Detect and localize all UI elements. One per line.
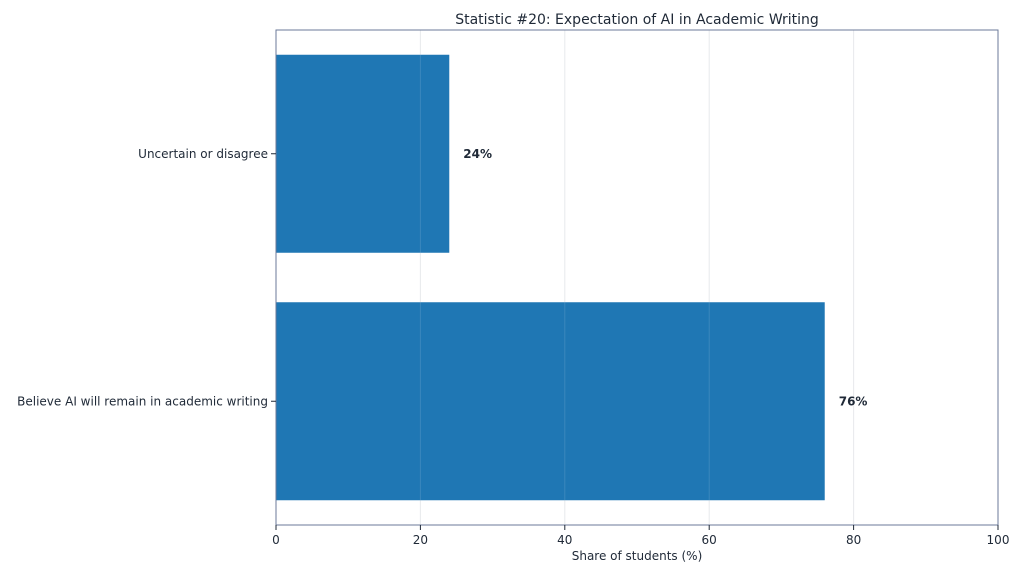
y-tick-label-1: Believe AI will remain in academic writi… xyxy=(17,394,268,408)
x-tick-label-20: 20 xyxy=(413,533,428,547)
bar-0 xyxy=(276,54,450,253)
plot-frame xyxy=(275,29,999,526)
grid-overlay-layer xyxy=(419,30,855,525)
bar-1 xyxy=(276,302,825,501)
data-labels: 24% 76% xyxy=(463,147,867,409)
x-tick-label-80: 80 xyxy=(846,533,861,547)
x-axis-title: Share of students (%) xyxy=(572,549,703,563)
x-tick-label-100: 100 xyxy=(987,533,1010,547)
x-tick-label-40: 40 xyxy=(557,533,572,547)
x-tick-label-0: 0 xyxy=(272,533,280,547)
x-tick-label-60: 60 xyxy=(702,533,717,547)
y-axis-ticks: Uncertain or disagree Believe AI will rem… xyxy=(17,147,276,408)
bars-layer xyxy=(276,54,825,501)
y-tick-label-0: Uncertain or disagree xyxy=(138,147,268,161)
x-axis-ticks: 0 20 40 60 80 100 xyxy=(272,525,1009,547)
data-label-0: 24% xyxy=(463,147,492,161)
chart-title: Statistic #20: Expectation of AI in Acad… xyxy=(455,12,819,28)
data-label-1: 76% xyxy=(839,394,868,408)
